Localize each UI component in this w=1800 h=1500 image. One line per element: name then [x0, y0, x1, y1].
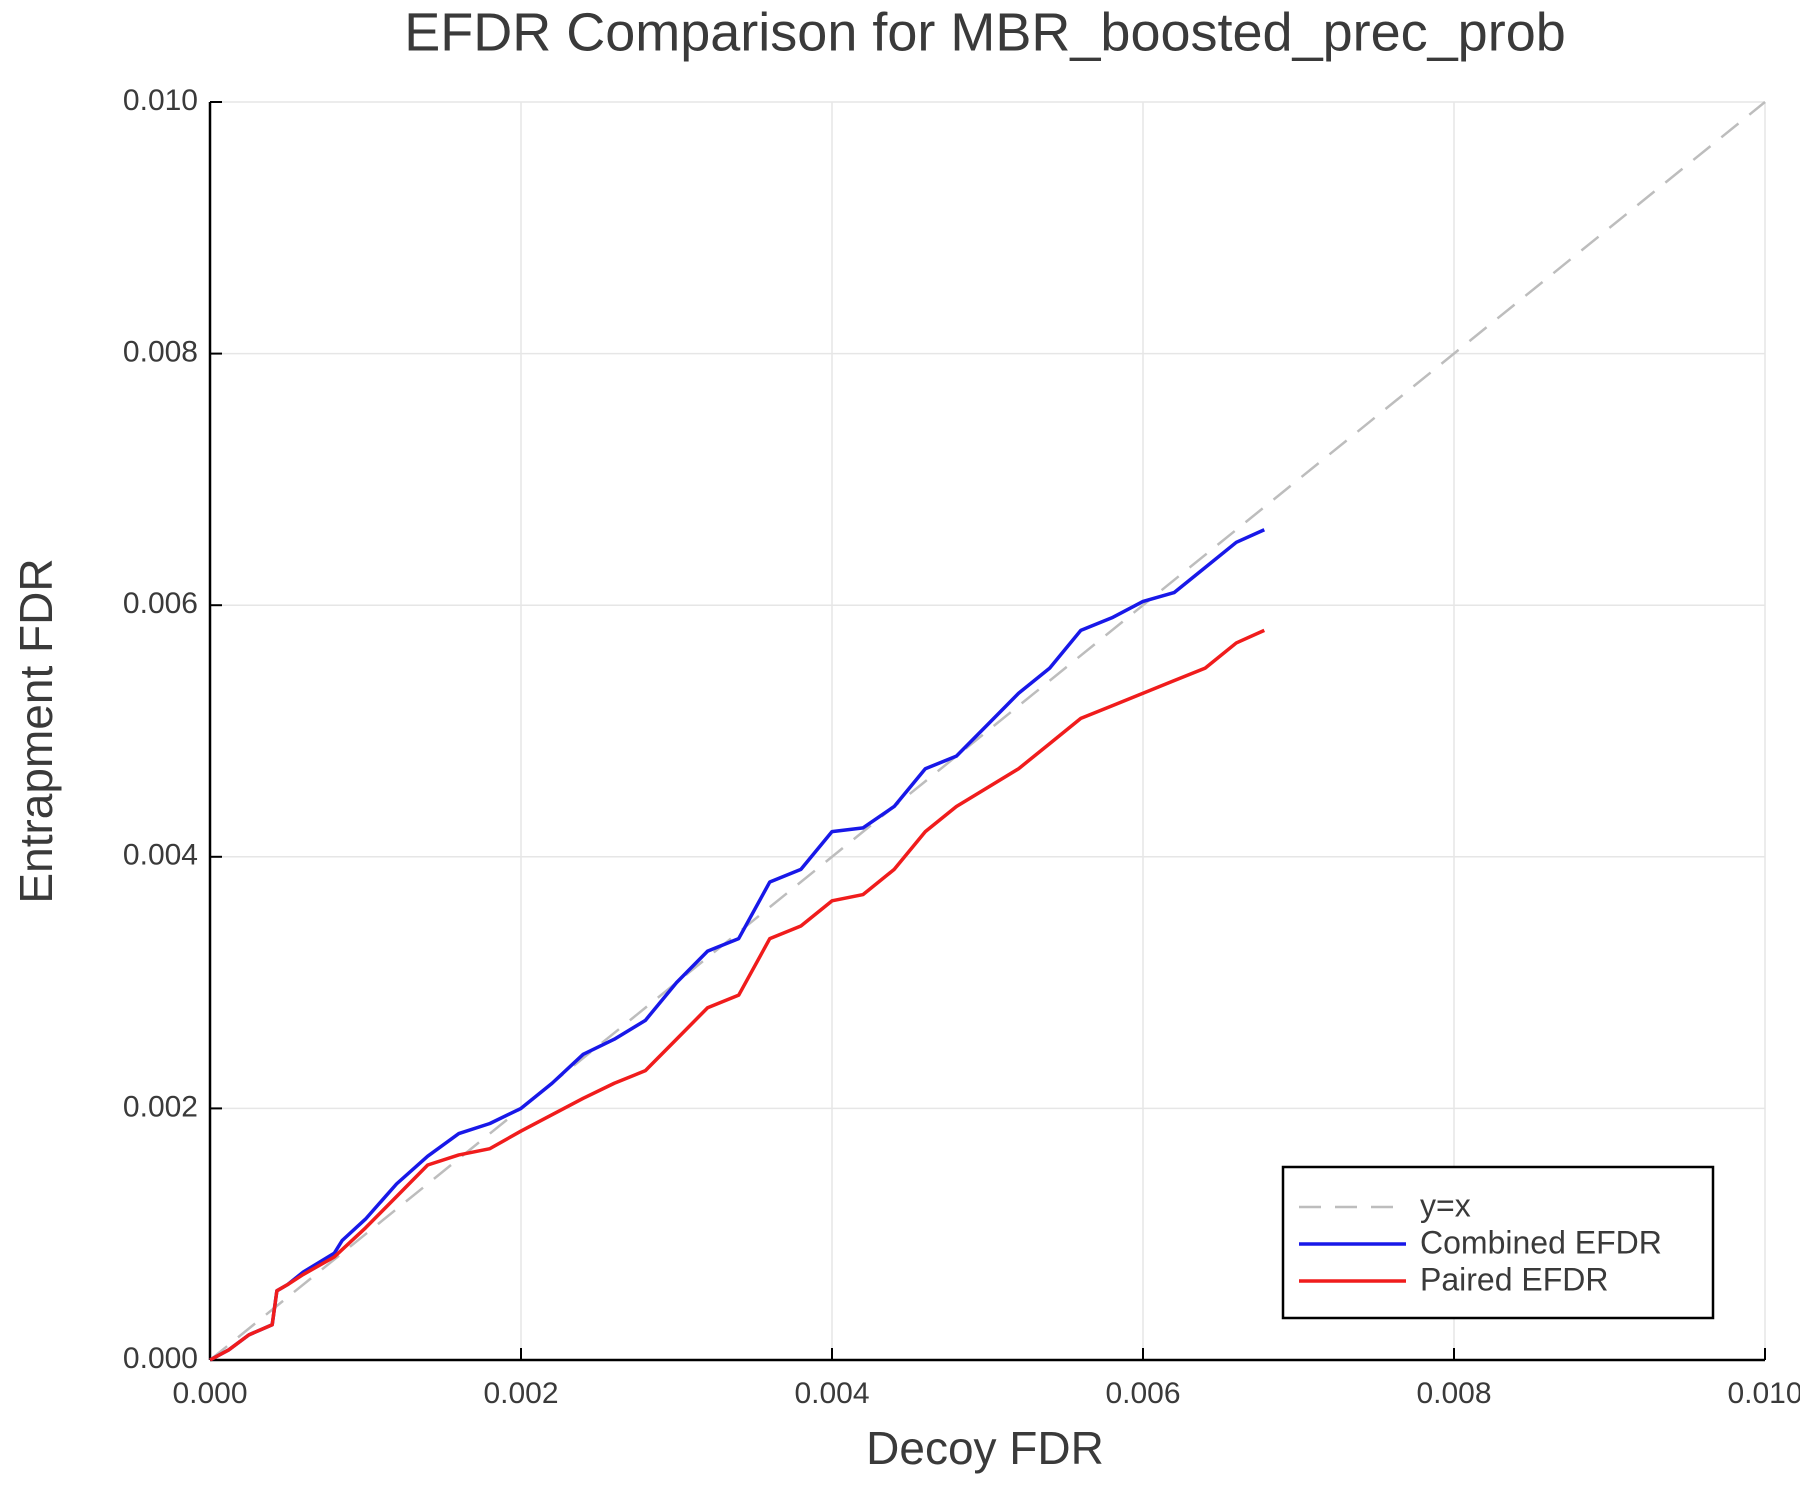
x-tick-label: 0.002 [483, 1377, 558, 1410]
legend-label: Combined EFDR [1420, 1224, 1662, 1260]
x-axis-label: Decoy FDR [866, 1422, 1104, 1474]
legend-label: y=x [1420, 1187, 1471, 1223]
series-line [209, 628, 1266, 1362]
chart-title: EFDR Comparison for MBR_boosted_prec_pro… [404, 2, 1566, 62]
series-line [209, 101, 1766, 1361]
y-tick-label: 0.008 [123, 336, 198, 369]
x-tick-label: 0.008 [1416, 1377, 1491, 1410]
legend-label: Paired EFDR [1420, 1261, 1609, 1297]
y-axis-label: Entrapment FDR [10, 558, 62, 903]
x-tick-label: 0.006 [1105, 1377, 1180, 1410]
y-tick-label: 0.002 [123, 1090, 198, 1123]
y-tick-label: 0.006 [123, 587, 198, 620]
x-tick-label: 0.010 [1727, 1377, 1800, 1410]
y-tick-label: 0.004 [123, 839, 198, 872]
x-tick-label: 0.000 [172, 1377, 247, 1410]
series-line [209, 528, 1266, 1362]
x-tick-label: 0.004 [794, 1377, 869, 1410]
y-tick-label: 0.010 [123, 84, 198, 117]
y-tick-label: 0.000 [123, 1342, 198, 1375]
